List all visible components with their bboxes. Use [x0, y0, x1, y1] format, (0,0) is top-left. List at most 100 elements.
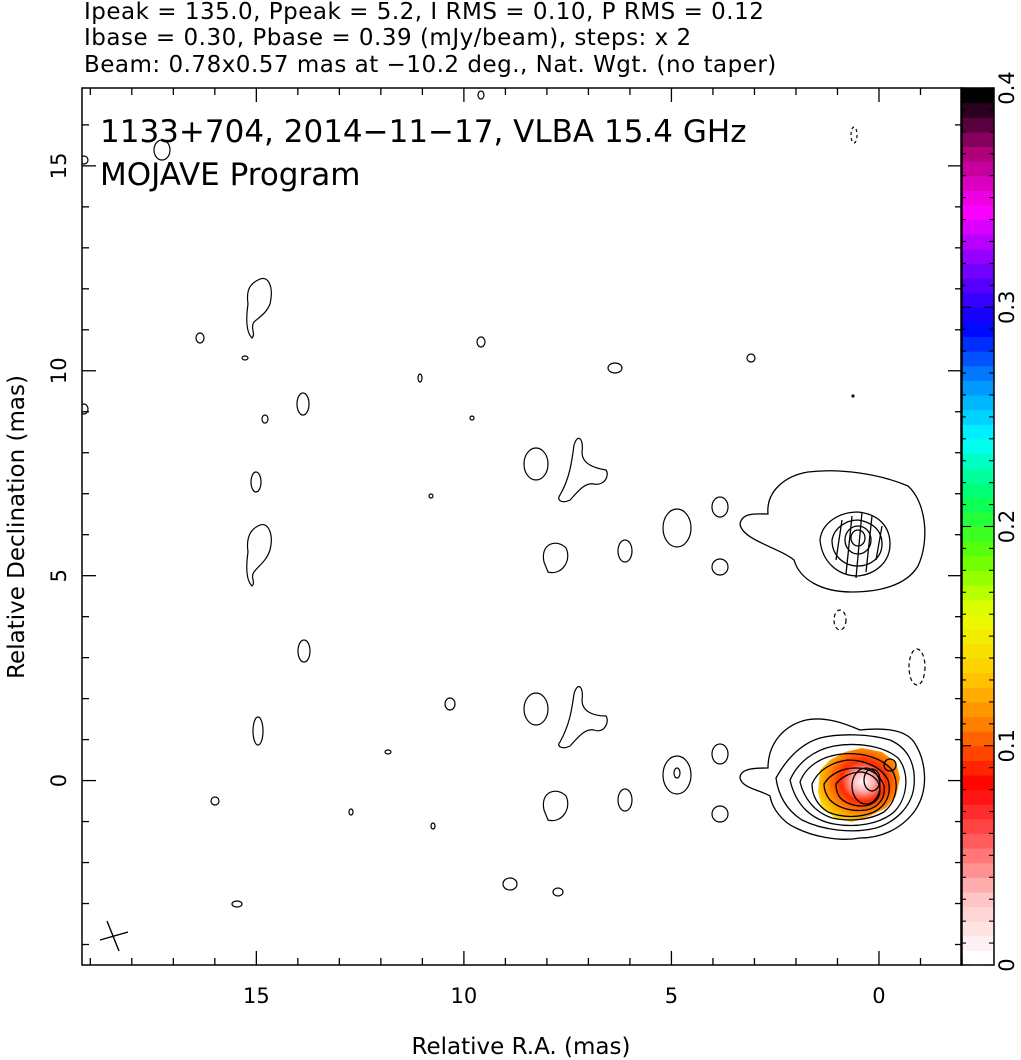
y-tick-label: 5	[47, 569, 71, 582]
core-contour-5	[811, 759, 890, 818]
header-line-1: Ipeak = 135.0, Ppeak = 5.2, I RMS = 0.10…	[84, 0, 765, 25]
colorbar-step	[961, 468, 994, 484]
axis-ticks	[82, 88, 963, 965]
polarization-vectors	[835, 511, 883, 579]
colorbar-step	[961, 336, 994, 352]
colorbar-step	[961, 906, 994, 922]
colorbar-step	[961, 891, 994, 908]
colorbar-step	[961, 204, 994, 221]
colorbar-step	[961, 833, 994, 849]
colorbar-step	[961, 219, 994, 235]
x-axis-label: Relative R.A. (mas)	[412, 1034, 631, 1060]
header-line-3: Beam: 0.78x0.57 mas at −10.2 deg., Nat. …	[84, 52, 777, 78]
core-contours	[739, 718, 926, 840]
colorbar-step	[961, 321, 994, 338]
noise-contours	[82, 90, 926, 908]
core-contour-3	[789, 743, 907, 827]
colorbar-step	[961, 161, 994, 177]
colorbar-step	[961, 146, 994, 162]
colorbar-step	[961, 175, 994, 191]
x-tick-label: 0	[872, 984, 885, 1008]
colorbar-tick-label: 0.1	[995, 729, 1019, 762]
colorbar-tick-label: 0.4	[995, 71, 1019, 104]
core-contour-9	[863, 768, 881, 792]
core-contour-4	[799, 752, 897, 821]
colorbar	[961, 88, 994, 966]
colorbar-step	[961, 409, 994, 425]
colorbar-step	[961, 731, 994, 747]
colorbar-step	[961, 365, 994, 381]
colorbar-step	[961, 818, 994, 835]
map-area	[82, 90, 926, 952]
colorbar-step	[961, 658, 994, 674]
colorbar-tick-labels: 0 0.1 0.2 0.3 0.4	[995, 71, 1019, 971]
colorbar-step	[961, 628, 994, 645]
colorbar-step	[961, 102, 994, 118]
program-annotation: MOJAVE Program	[100, 157, 360, 193]
header-line-2: Ibase = 0.30, Pbase = 0.39 (mJy/beam), s…	[84, 25, 692, 51]
colorbar-step	[961, 687, 994, 703]
colorbar-step	[961, 88, 994, 104]
colorbar-step	[961, 292, 994, 308]
colorbar-tick-label: 0.2	[995, 510, 1019, 543]
colorbar-step	[961, 117, 994, 133]
x-tick-label: 10	[451, 984, 478, 1008]
plot-frame	[81, 87, 963, 966]
upper-contours	[739, 470, 926, 593]
colorbar-step	[961, 438, 994, 455]
colorbar-step	[961, 760, 994, 776]
colorbar-step	[961, 234, 994, 250]
colorbar-step	[961, 555, 994, 571]
colorbar-step	[961, 380, 994, 396]
colorbar-step	[961, 526, 994, 542]
colorbar-step	[961, 643, 994, 659]
colorbar-step	[961, 190, 994, 206]
colorbar-step	[961, 672, 994, 688]
source-annotation: 1133+704, 2014−11−17, VLBA 15.4 GHz	[100, 114, 746, 150]
colorbar-step	[961, 848, 994, 864]
y-tick-label: 10	[47, 357, 71, 384]
colorbar-step	[961, 921, 994, 937]
colorbar-step	[961, 541, 994, 557]
colorbar-step	[961, 278, 994, 294]
colorbar-step	[961, 599, 994, 615]
y-tick-label: 15	[47, 152, 71, 179]
core-contour-1	[739, 718, 926, 840]
core-contour-7	[835, 771, 881, 807]
beam-marker	[99, 920, 129, 952]
upper-contour-1	[739, 470, 926, 593]
colorbar-step	[961, 394, 994, 411]
x-tick-label: 5	[665, 984, 678, 1008]
colorbar-tick-label: 0.3	[995, 291, 1019, 324]
colorbar-step	[961, 745, 994, 761]
y-axis-label: Relative Declination (mas)	[4, 375, 30, 679]
colorbar-step	[961, 263, 994, 279]
y-tick-labels: 0 5 10 15	[47, 152, 71, 787]
upper-contour-5	[850, 529, 866, 547]
core-contour-10	[883, 758, 897, 772]
x-tick-label: 15	[243, 984, 270, 1008]
colorbar-step	[961, 804, 994, 820]
colorbar-step	[961, 935, 994, 951]
colorbar-step	[961, 950, 994, 966]
colorbar-step	[961, 716, 994, 732]
colorbar-step	[961, 877, 994, 893]
colorbar-step	[961, 351, 994, 367]
colorbar-step	[961, 584, 994, 601]
colorbar-step	[961, 701, 994, 718]
colorbar-step	[961, 614, 994, 630]
upper-contour-3	[831, 519, 883, 567]
x-tick-labels: 15 10 5 0	[243, 984, 886, 1008]
colorbar-step	[961, 497, 994, 513]
colorbar-step	[961, 862, 994, 878]
colorbar-step	[961, 789, 994, 805]
core-contour-2	[775, 734, 915, 832]
colorbar-step	[961, 307, 994, 323]
y-tick-label: 0	[47, 774, 71, 787]
colorbar-step	[961, 453, 994, 469]
core-contour-6	[823, 767, 885, 812]
core-contour-8	[851, 767, 881, 805]
colorbar-tick-label: 0	[995, 958, 1019, 971]
colorbar-step	[961, 424, 994, 440]
